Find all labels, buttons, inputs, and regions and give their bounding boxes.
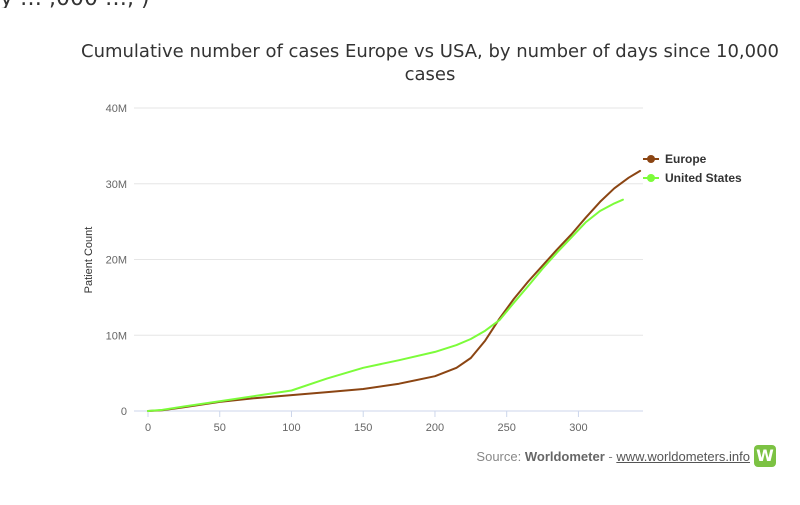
x-tick-label: 150 bbox=[354, 422, 372, 434]
y-tick-label: 10M bbox=[106, 330, 127, 342]
x-tick-label: 250 bbox=[498, 422, 516, 434]
y-tick-label: 20M bbox=[106, 255, 127, 267]
legend-label: United States bbox=[665, 171, 742, 185]
source-prefix: Source: bbox=[476, 449, 525, 464]
source-link[interactable]: www.worldometers.info bbox=[616, 449, 750, 464]
y-tick-label: 40M bbox=[106, 103, 127, 115]
x-tick-label: 200 bbox=[426, 422, 444, 434]
y-tick-label: 30M bbox=[106, 179, 127, 191]
legend-marker bbox=[647, 155, 655, 163]
series-line-europe[interactable] bbox=[147, 169, 642, 412]
y-tick-label: 0 bbox=[121, 406, 127, 418]
grid-lines bbox=[134, 107, 643, 336]
x-tick-labels: 0 50 100 150 200 250 300 bbox=[145, 411, 588, 434]
chart-title: Cumulative number of cases Europe vs USA… bbox=[81, 41, 779, 85]
series-line-united-states[interactable] bbox=[147, 198, 624, 412]
source-separator: - bbox=[604, 449, 617, 464]
y-tick-labels: 0 10M 20M 30M 40M bbox=[106, 103, 127, 418]
legend-item-united-states[interactable]: United States bbox=[643, 171, 742, 185]
y-axis-label: Patient Count bbox=[83, 227, 95, 294]
legend-label: Europe bbox=[665, 152, 707, 166]
truncated-header-text: y … ,000 …, ) bbox=[0, 0, 420, 8]
x-tick-label: 100 bbox=[282, 422, 300, 434]
source-brand: Worldometer bbox=[524, 449, 605, 464]
legend-marker bbox=[647, 174, 655, 182]
legend-item-europe[interactable]: Europe bbox=[643, 152, 707, 166]
series-lines bbox=[147, 169, 642, 412]
worldometer-logo-icon[interactable]: W bbox=[754, 445, 776, 467]
legend[interactable]: Europe United States bbox=[643, 152, 742, 185]
source-credit: Source: Worldometer - www.worldometers.i… bbox=[476, 449, 750, 464]
x-tick-label: 0 bbox=[145, 422, 151, 434]
x-tick-label: 300 bbox=[569, 422, 587, 434]
x-tick-label: 50 bbox=[214, 422, 226, 434]
